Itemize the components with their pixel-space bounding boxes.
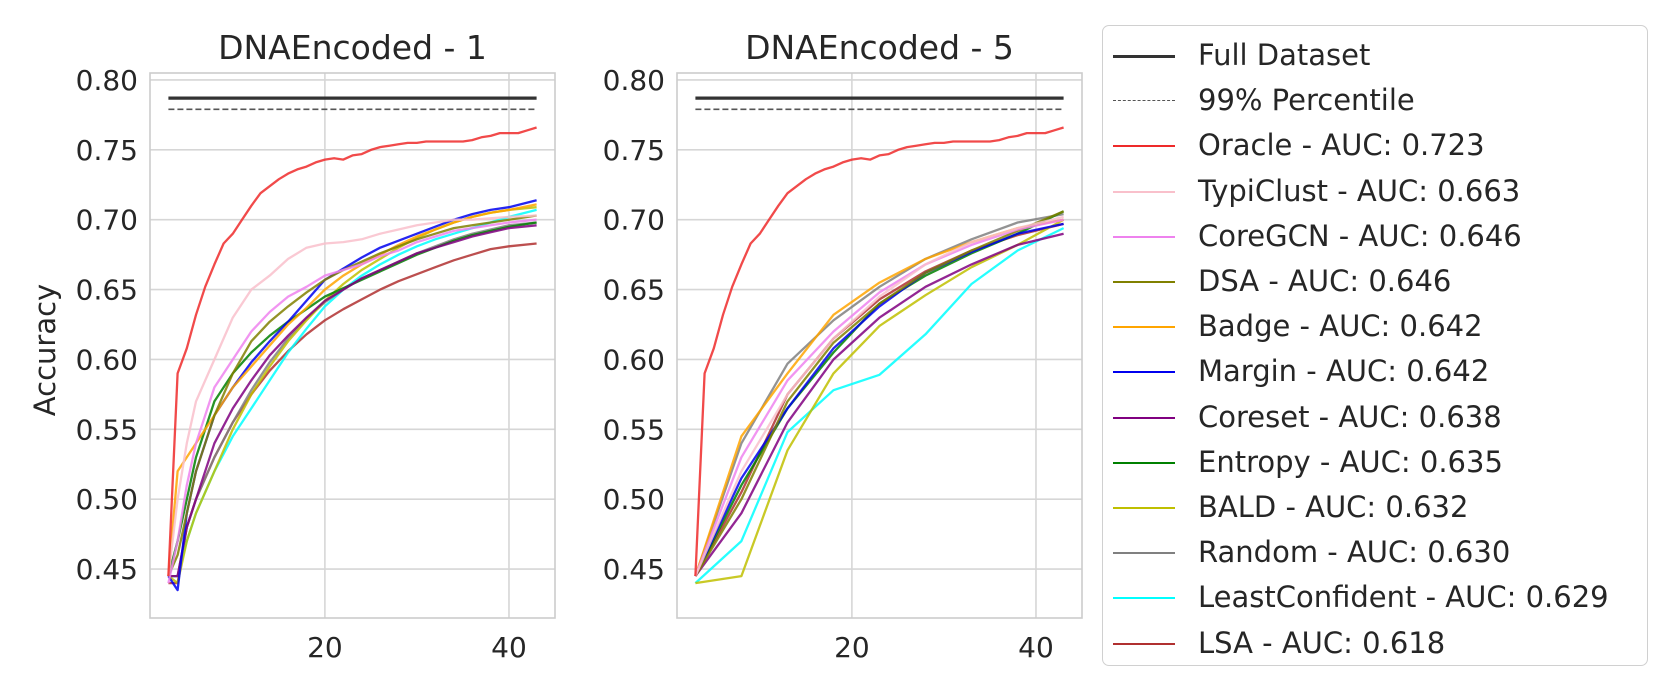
legend-swatch	[1113, 55, 1175, 58]
legend-label: Full Dataset	[1198, 38, 1371, 72]
series-line-lsa	[694, 222, 1064, 577]
legend-label: Coreset - AUC: 0.638	[1198, 399, 1502, 434]
y-tick-label: 0.70	[76, 204, 138, 237]
x-tick-label: 40	[491, 631, 527, 664]
series-line-typiclust	[694, 215, 1064, 577]
y-tick-label: 0.50	[76, 483, 138, 516]
legend-entry-coregcn: CoreGCN - AUC: 0.646	[1103, 215, 1647, 259]
y-tick-label: 0.55	[76, 413, 138, 446]
legend-label: CoreGCN - AUC: 0.646	[1198, 218, 1522, 253]
panel-title: DNAEncoded - 5	[745, 28, 1014, 67]
legend-entry-typiclust: TypiClust - AUC: 0.663	[1103, 170, 1647, 214]
x-tick-label: 20	[307, 631, 343, 664]
legend-swatch	[1113, 416, 1175, 419]
legend-label: Margin - AUC: 0.642	[1198, 354, 1490, 389]
panel-dnaencoded-1: 0.45 0.50 0.55 0.60 0.65 0.70 0.75 0.80 20 40 DNAE…	[76, 28, 556, 664]
panel-dnaencoded-5: 0.45 0.50 0.55 0.60 0.65 0.70 0.75 0.80 20 40 DNAE…	[603, 28, 1083, 664]
legend-entry-coreset: Coreset - AUC: 0.638	[1103, 396, 1647, 440]
legend-label: BALD - AUC: 0.632	[1198, 490, 1469, 524]
legend-entry-dsa: DSA - AUC: 0.646	[1103, 260, 1647, 304]
y-tick-label: 0.80	[76, 64, 138, 97]
series-line-coreset	[694, 232, 1064, 577]
legend-entry-random: Random - AUC: 0.630	[1103, 531, 1647, 575]
legend-label: Oracle - AUC: 0.723	[1198, 128, 1485, 163]
legend-swatch	[1113, 145, 1175, 148]
legend-swatch	[1113, 235, 1175, 238]
legend-entry-margin: Margin - AUC: 0.642	[1103, 350, 1647, 394]
legend-swatch	[1113, 642, 1175, 645]
legend-entry-oracle: Oracle - AUC: 0.723	[1103, 124, 1647, 168]
series-line-lsa	[168, 242, 537, 585]
y-tick-label: 0.60	[76, 343, 138, 376]
series-line-coregcn	[167, 218, 537, 584]
series-line-coregcn	[694, 218, 1064, 577]
series-line-oracle	[167, 126, 537, 577]
panel-title: DNAEncoded - 1	[218, 28, 487, 67]
legend-swatch	[1113, 461, 1175, 464]
y-tick-label: 0.55	[603, 413, 665, 446]
y-tick-label: 0.60	[603, 343, 665, 376]
legend-label: LSA - AUC: 0.618	[1198, 625, 1446, 660]
legend-swatch	[1113, 281, 1175, 283]
legend-label: Random - AUC: 0.630	[1198, 535, 1511, 570]
legend-entry-badge: Badge - AUC: 0.642	[1103, 305, 1647, 349]
legend-swatch	[1113, 100, 1175, 102]
y-tick-label: 0.65	[76, 274, 138, 307]
legend-entry-lsa: LSA - AUC: 0.618	[1103, 622, 1647, 666]
legend-entry-bald: BALD - AUC: 0.632	[1103, 486, 1647, 530]
series-line-dsa	[167, 214, 537, 577]
y-tick-label: 0.65	[603, 274, 665, 307]
legend-entry-full: Full Dataset	[1103, 34, 1647, 78]
y-axis-label: Accuracy	[28, 284, 62, 416]
legend-label: Entropy - AUC: 0.635	[1198, 444, 1503, 479]
y-tick-label: 0.80	[603, 64, 665, 97]
series-line-typiclust	[167, 214, 537, 577]
y-tick-label: 0.70	[603, 204, 665, 237]
series-line-oracle	[694, 126, 1064, 577]
x-tick-label: 20	[834, 631, 870, 664]
series-line-margin	[694, 222, 1064, 577]
legend-swatch	[1113, 597, 1175, 600]
legend-label: LeastConfident - AUC: 0.629	[1198, 580, 1609, 615]
y-tick-label: 0.75	[603, 134, 665, 167]
y-tick-label: 0.45	[76, 553, 138, 586]
legend-label: DSA - AUC: 0.646	[1198, 264, 1452, 298]
legend-swatch	[1113, 552, 1175, 555]
series-line-badge	[694, 218, 1064, 577]
y-tick-label: 0.50	[603, 483, 665, 516]
y-tick-label: 0.45	[603, 553, 665, 586]
series-line-dsa	[694, 210, 1065, 577]
series-line-badge	[167, 203, 537, 577]
legend-swatch	[1113, 326, 1175, 329]
legend-swatch	[1113, 190, 1175, 193]
plot-frame	[149, 72, 556, 619]
legend-entry-99-: 99% Percentile	[1103, 79, 1647, 123]
legend-entry-leastconfident: LeastConfident - AUC: 0.629	[1103, 576, 1647, 620]
legend: Full Dataset 99% Percentile Oracle - AUC: …	[1102, 25, 1648, 666]
legend-label: Badge - AUC: 0.642	[1198, 309, 1483, 344]
x-tick-label: 40	[1018, 631, 1054, 664]
legend-entry-entropy: Entropy - AUC: 0.635	[1103, 441, 1647, 485]
legend-label: TypiClust - AUC: 0.663	[1198, 173, 1521, 208]
y-tick-label: 0.75	[76, 134, 138, 167]
legend-label: 99% Percentile	[1198, 83, 1415, 118]
legend-swatch	[1113, 371, 1175, 374]
legend-swatch	[1113, 507, 1175, 509]
plot-frame	[676, 72, 1083, 619]
series-line-coreset	[168, 224, 537, 578]
series-line-leastconfident	[694, 227, 1065, 584]
series-line-bald	[695, 218, 1065, 585]
